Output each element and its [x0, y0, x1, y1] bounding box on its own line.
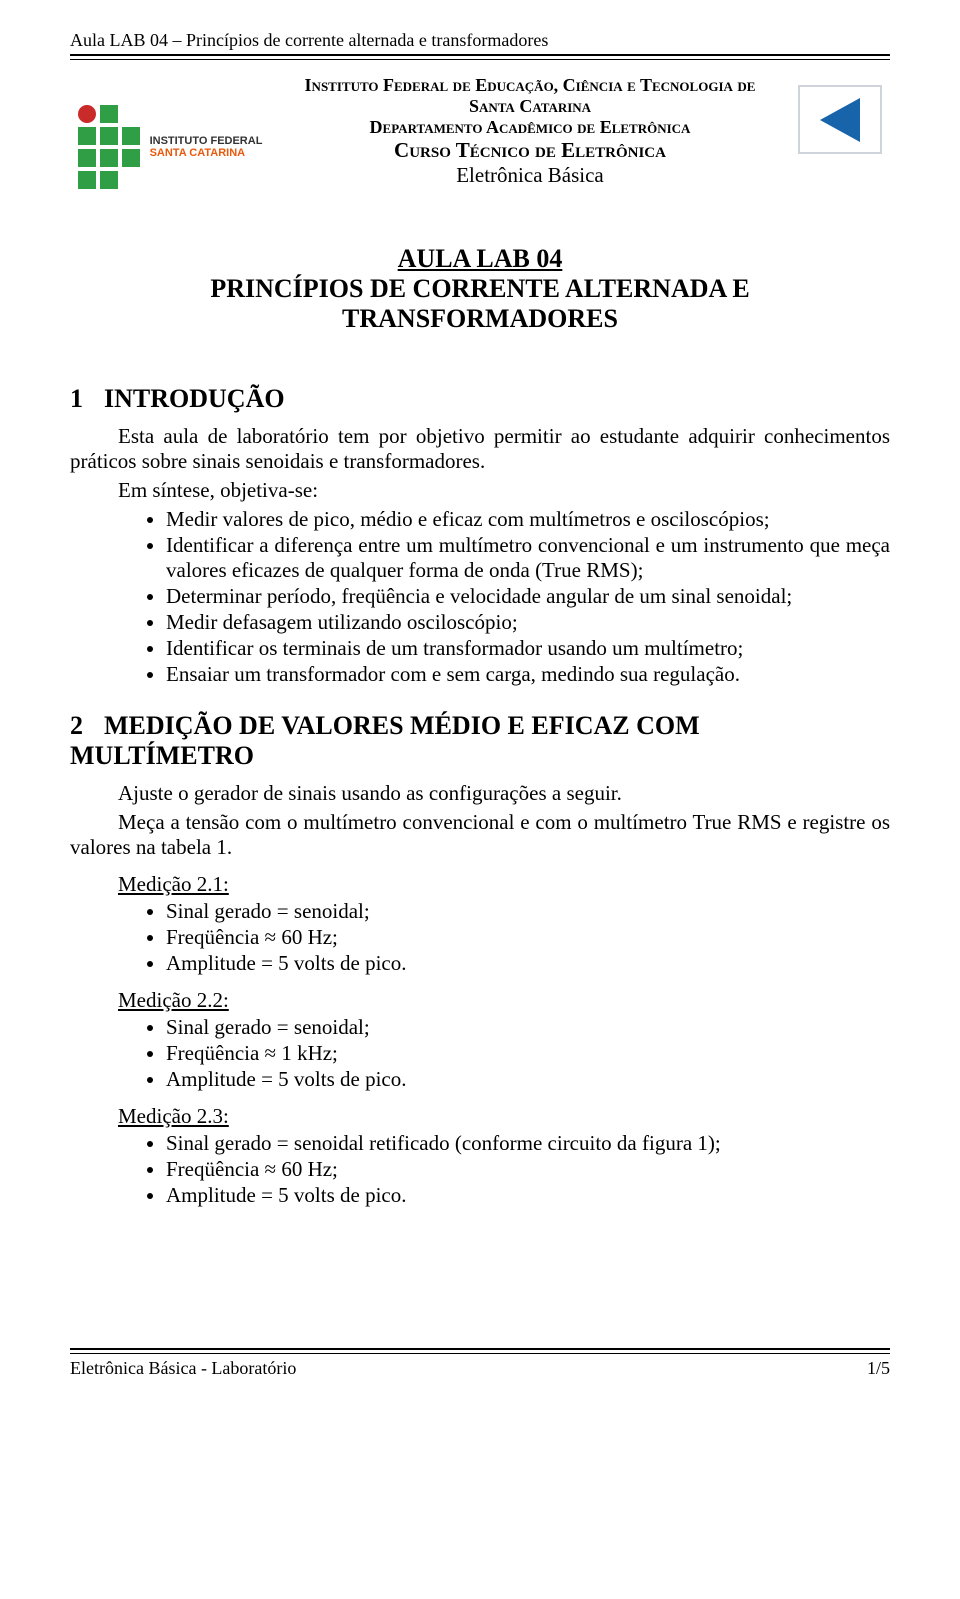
header-rule — [70, 54, 890, 60]
list-item: Identificar a diferença entre um multíme… — [166, 533, 890, 583]
section-2-para-2: Meça a tensão com o multímetro convencio… — [70, 810, 890, 860]
ifsc-logo-text-line1: INSTITUTO FEDERAL — [150, 135, 263, 147]
course-name: Curso Técnico de Eletrônica — [280, 138, 780, 163]
running-header: Aula LAB 04 – Princípios de corrente alt… — [70, 30, 890, 51]
section-2-number: 2 — [70, 711, 104, 741]
list-item: Medir defasagem utilizando osciloscópio; — [166, 610, 890, 635]
list-item: Amplitude = 5 volts de pico. — [166, 951, 890, 976]
ifsc-logo-text: INSTITUTO FEDERAL SANTA CATARINA — [150, 135, 263, 159]
section-1-title: INTRODUÇÃO — [104, 384, 285, 413]
section-1-bullets: Medir valores de pico, médio e eficaz co… — [70, 507, 890, 687]
list-item: Freqüência ≈ 60 Hz; — [166, 1157, 890, 1182]
measurement-2-1-label: Medição 2.1: — [118, 872, 890, 897]
section-1-heading: 1INTRODUÇÃO — [70, 384, 890, 414]
document-title: AULA LAB 04 — [70, 244, 890, 274]
measurement-2-2-label: Medição 2.2: — [118, 988, 890, 1013]
arrow-icon — [820, 98, 860, 142]
footer-rule — [70, 1348, 890, 1354]
list-item: Sinal gerado = senoidal; — [166, 1015, 890, 1040]
ifsc-logo-grid — [78, 105, 140, 189]
list-item: Medir valores de pico, médio e eficaz co… — [166, 507, 890, 532]
ifsc-logo: INSTITUTO FEDERAL SANTA CATARINA — [70, 75, 270, 189]
department-name: Departamento Acadêmico de Eletrônica — [280, 117, 780, 138]
list-item: Identificar os terminais de um transform… — [166, 636, 890, 661]
section-1-para-1: Esta aula de laboratório tem por objetiv… — [70, 424, 890, 474]
section-2-para-1: Ajuste o gerador de sinais usando as con… — [70, 781, 890, 806]
document-subtitle: PRINCÍPIOS DE CORRENTE ALTERNADA E TRANS… — [70, 274, 890, 334]
section-1-number: 1 — [70, 384, 104, 414]
measurement-2-3-items: Sinal gerado = senoidal retificado (conf… — [70, 1131, 890, 1208]
footer-page-number: 1/5 — [867, 1358, 890, 1379]
list-item: Freqüência ≈ 1 kHz; — [166, 1041, 890, 1066]
measurement-2-2-items: Sinal gerado = senoidal; Freqüência ≈ 1 … — [70, 1015, 890, 1092]
measurement-2-1-items: Sinal gerado = senoidal; Freqüência ≈ 60… — [70, 899, 890, 976]
list-item: Determinar período, freqüência e velocid… — [166, 584, 890, 609]
section-2-heading: 2MEDIÇÃO DE VALORES MÉDIO E EFICAZ COM M… — [70, 711, 890, 771]
subject-name: Eletrônica Básica — [280, 163, 780, 188]
list-item: Ensaiar um transformador com e sem carga… — [166, 662, 890, 687]
institution-header: INSTITUTO FEDERAL SANTA CATARINA Institu… — [70, 75, 890, 189]
measurement-2-3-label: Medição 2.3: — [118, 1104, 890, 1129]
page-footer: Eletrônica Básica - Laboratório 1/5 — [70, 1358, 890, 1379]
list-item: Amplitude = 5 volts de pico. — [166, 1183, 890, 1208]
list-item: Sinal gerado = senoidal retificado (conf… — [166, 1131, 890, 1156]
ifsc-logo-text-line2: SANTA CATARINA — [150, 147, 263, 159]
footer-left: Eletrônica Básica - Laboratório — [70, 1358, 296, 1379]
list-item: Amplitude = 5 volts de pico. — [166, 1067, 890, 1092]
institution-name: Instituto Federal de Educação, Ciência e… — [280, 75, 780, 117]
secondary-logo — [790, 75, 890, 154]
section-2-title: MEDIÇÃO DE VALORES MÉDIO E EFICAZ COM MU… — [70, 711, 700, 770]
section-1-para-2: Em síntese, objetiva-se: — [70, 478, 890, 503]
list-item: Sinal gerado = senoidal; — [166, 899, 890, 924]
list-item: Freqüência ≈ 60 Hz; — [166, 925, 890, 950]
